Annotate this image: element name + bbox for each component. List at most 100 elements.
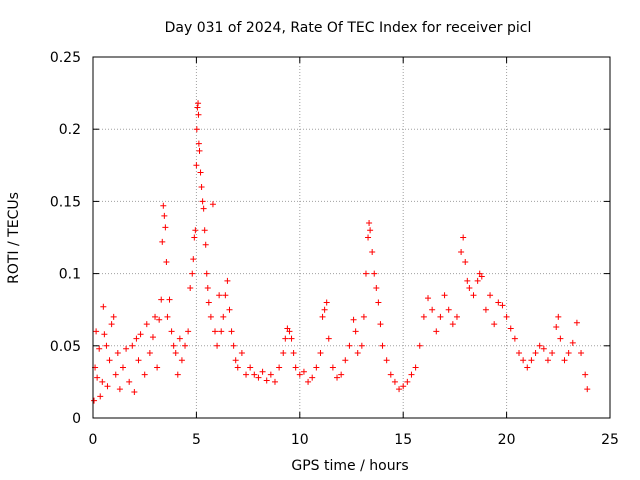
data-point [377, 321, 384, 328]
data-point [420, 313, 427, 320]
data-point [557, 335, 564, 342]
data-point [116, 386, 123, 393]
data-point [135, 357, 142, 364]
x-tick-label: 25 [601, 432, 619, 448]
data-point [408, 371, 415, 378]
data-point [156, 316, 163, 323]
data-point [182, 342, 189, 349]
data-point [569, 339, 576, 346]
data-point [404, 378, 411, 385]
data-point [305, 378, 312, 385]
data-point [255, 374, 262, 381]
y-tick-label: 0.25 [50, 50, 81, 66]
y-tick-label: 0.05 [50, 339, 81, 355]
data-point [532, 350, 539, 357]
data-point [495, 299, 502, 306]
data-point [94, 374, 101, 381]
data-point [540, 345, 547, 352]
data-point [346, 342, 353, 349]
data-point [106, 357, 113, 364]
x-tick-label: 5 [192, 432, 201, 448]
data-point [555, 313, 562, 320]
data-point [129, 342, 136, 349]
data-point [218, 328, 225, 335]
data-point [507, 325, 514, 332]
axis-ticks: 0 5 10 15 20 25 0 0.05 0.1 0.15 0.2 0.25 [50, 50, 619, 448]
data-point [91, 397, 98, 404]
data-point [280, 350, 287, 357]
data-point [561, 357, 568, 364]
data-point [366, 220, 373, 227]
data-point [204, 285, 211, 292]
data-point [549, 350, 556, 357]
data-point [103, 342, 110, 349]
data-point [191, 234, 198, 241]
data-point [319, 313, 326, 320]
data-point [243, 371, 250, 378]
data-point [234, 364, 241, 371]
data-point [271, 378, 278, 385]
data-point [228, 328, 235, 335]
data-point [286, 328, 293, 335]
data-point [460, 234, 467, 241]
data-point [416, 342, 423, 349]
data-point [464, 277, 471, 284]
data-point [367, 227, 374, 234]
data-point [137, 331, 144, 338]
data-point [201, 227, 208, 234]
data-point [166, 296, 173, 303]
data-point [379, 342, 386, 349]
data-point [194, 104, 201, 111]
data-point [198, 183, 205, 190]
data-point [141, 371, 148, 378]
x-tick-label: 15 [394, 432, 412, 448]
data-point [292, 364, 299, 371]
data-point [433, 328, 440, 335]
data-point [391, 378, 398, 385]
data-point [100, 303, 107, 310]
data-point [193, 162, 200, 169]
data-point [247, 364, 254, 371]
y-tick-label: 0.15 [50, 194, 81, 210]
data-point [276, 364, 283, 371]
data-point [104, 383, 111, 390]
data-point [190, 256, 197, 263]
data-point [209, 201, 216, 208]
data-point [383, 357, 390, 364]
data-point [400, 383, 407, 390]
data-point [584, 386, 591, 393]
data-point [238, 350, 245, 357]
data-point [131, 389, 138, 396]
data-point [108, 321, 115, 328]
data-point [582, 371, 589, 378]
data-point [185, 328, 192, 335]
data-point [232, 357, 239, 364]
data-point [445, 306, 452, 313]
y-tick-label: 0.1 [59, 267, 81, 283]
data-point [101, 331, 108, 338]
data-point [126, 378, 133, 385]
data-point [412, 364, 419, 371]
data-point [499, 302, 506, 309]
data-point [192, 227, 199, 234]
data-point [96, 345, 103, 352]
data-point [97, 393, 104, 400]
data-point [437, 313, 444, 320]
data-point [487, 292, 494, 299]
data-point [196, 147, 203, 154]
data-point [203, 270, 210, 277]
data-point [321, 306, 328, 313]
data-point [516, 350, 523, 357]
data-point [360, 313, 367, 320]
data-point [226, 306, 233, 313]
data-point [338, 371, 345, 378]
data-point [317, 350, 324, 357]
data-point [536, 342, 543, 349]
data-point [323, 299, 330, 306]
data-point [544, 357, 551, 364]
data-point [199, 198, 206, 205]
data-point [369, 248, 376, 255]
x-tick-label: 10 [291, 432, 309, 448]
